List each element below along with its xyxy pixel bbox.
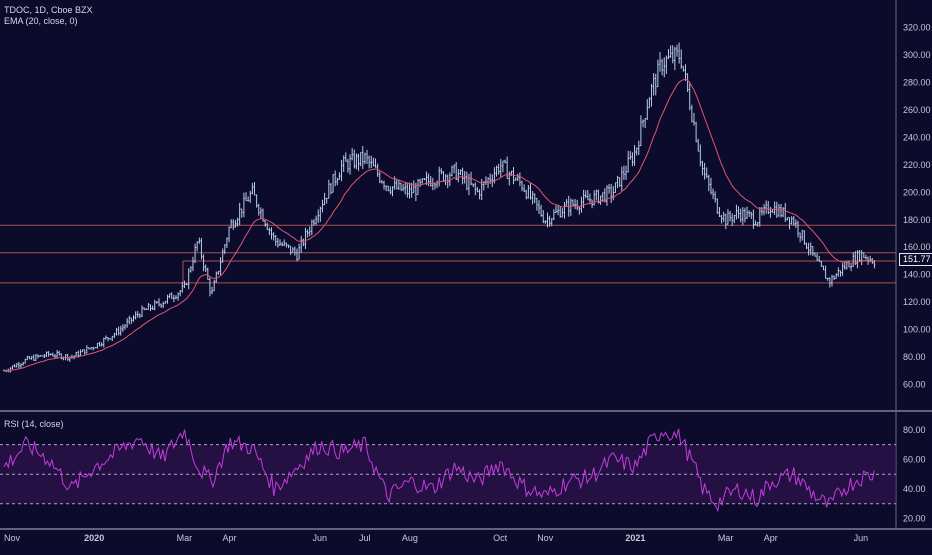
time-tick-label: Apr [764,533,778,543]
time-tick-label: Oct [493,533,508,543]
time-tick-label: Aug [402,533,418,543]
time-tick-label: Nov [4,533,21,543]
rsi-tick-label: 40.00 [903,484,926,494]
price-tick-label: 180.00 [903,215,931,225]
rsi-tick-label: 60.00 [903,454,926,464]
price-tick-label: 240.00 [903,132,931,142]
price-tick-label: 200.00 [903,187,931,197]
price-tick-label: 300.00 [903,50,931,60]
ema-line [3,78,875,372]
time-tick-label: Mar [718,533,734,543]
price-legend-symbol: TDOC, 1D, Cboe BZX [4,5,93,15]
time-tick-label: 2021 [625,533,645,543]
time-tick-label: Mar [177,533,193,543]
time-tick-label: Jul [359,533,371,543]
price-tick-label: 320.00 [903,23,931,33]
price-tick-label: 140.00 [903,270,931,280]
time-tick-label: Apr [222,533,236,543]
rsi-tick-label: 80.00 [903,425,926,435]
price-tick-label: 120.00 [903,297,931,307]
time-tick-label: Jun [312,533,327,543]
price-tick-label: 280.00 [903,78,931,88]
rsi-legend: RSI (14, close) [4,419,64,429]
price-tick-label: 100.00 [903,325,931,335]
last-price-tag: 151.77 [899,252,932,266]
time-tick-label: Nov [537,533,554,543]
rsi-line [3,428,875,513]
price-tick-label: 60.00 [903,379,926,389]
price-tick-label: 160.00 [903,242,931,252]
rsi-tick-label: 20.00 [903,514,926,524]
price-tick-label: 220.00 [903,160,931,170]
time-tick-label: Jun [854,533,869,543]
price-tick-label: 80.00 [903,352,926,362]
time-tick-label: 2020 [84,533,104,543]
price-tick-label: 260.00 [903,105,931,115]
price-legend-ema: EMA (20, close, 0) [4,16,78,26]
